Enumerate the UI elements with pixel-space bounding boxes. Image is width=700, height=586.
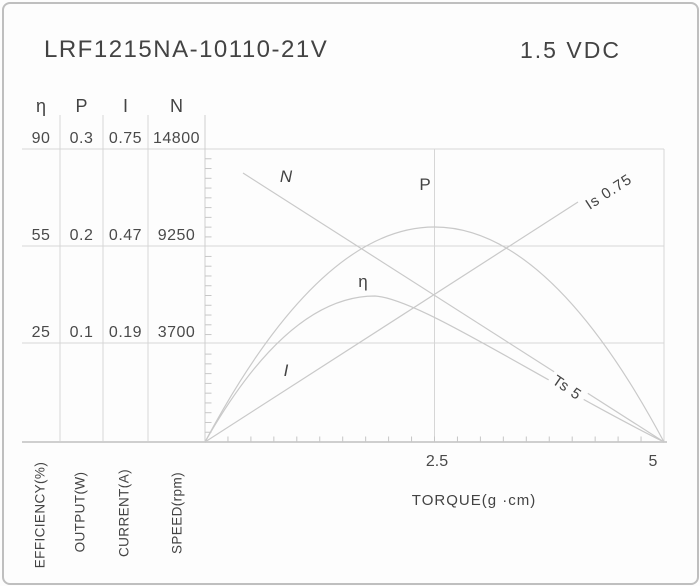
power-curve [204,226,665,443]
scale-value: 9250 [157,227,196,244]
vertical-gridlines [59,115,665,442]
voltage-label: 1.5 VDC [520,37,621,63]
x-axis-label: TORQUE(g ·cm) [411,492,537,509]
speed-curve [242,172,665,443]
scale-value: 0.1 [69,324,94,341]
scale-value: 90 [31,130,51,147]
column-header-power: P [75,96,88,116]
scale-value: 14800 [153,130,200,147]
y-caption-current: CURRENT(A) [116,469,132,557]
scale-value: 3700 [157,324,196,341]
column-header-speed: N [170,96,183,116]
current-curve-label: I [283,361,289,380]
current-curve [204,201,579,443]
y-caption-output: OUTPUT(W) [72,471,88,553]
scale-value: 0.3 [69,130,94,147]
scale-value: 25 [31,324,51,341]
efficiency-curve-label: η [358,272,368,291]
scale-value: 0.47 [108,227,143,244]
speed-curve-label: N [279,167,293,186]
scale-value: 0.19 [108,324,143,341]
x-tick-5: 5 [648,453,658,470]
minor-ticks [205,158,642,442]
scale-value: 0.2 [69,227,94,244]
axes [22,115,667,443]
scale-value: 0.75 [108,130,143,147]
page-title: LRF1215NA-10110-21V [44,36,329,63]
column-header-current: I [122,96,128,116]
y-caption-efficiency: EFFICIENCY(%) [32,461,48,569]
y-caption-speed: SPEED(rpm) [169,471,185,555]
x-tick-2-5: 2.5 [425,453,449,470]
power-curve-label: P [419,175,431,194]
column-header-efficiency: η [35,96,46,116]
horizontal-gridlines [22,148,664,344]
scale-value: 55 [31,227,51,244]
